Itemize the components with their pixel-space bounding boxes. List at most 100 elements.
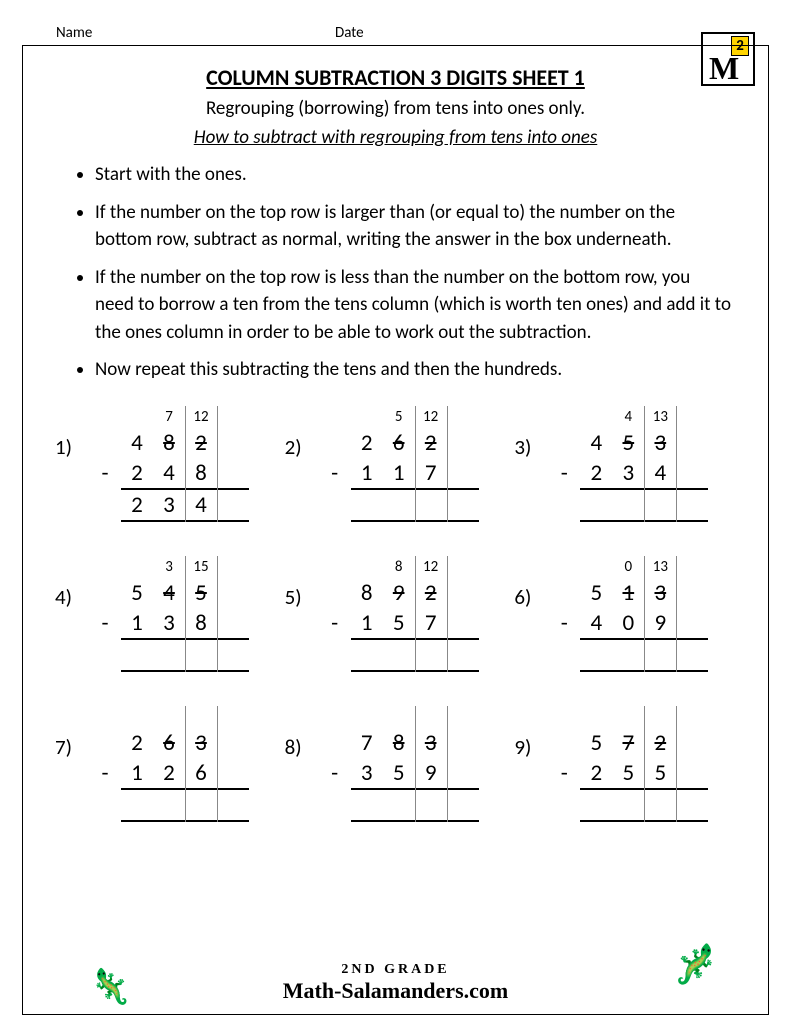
problem: 5)812892-157 (285, 556, 507, 684)
problem: 1)712482-248234 (55, 406, 277, 534)
digit-cell: 2 (580, 758, 612, 788)
digit-cell (415, 790, 447, 820)
digit-cell: 8 (153, 428, 185, 458)
digit-cell: - (319, 458, 351, 488)
digit-cell: 9 (415, 758, 447, 788)
problems-grid: 1)712482-2482342)512262-1173)413453-2344… (51, 406, 740, 834)
column-subtraction: 783-359 (319, 706, 479, 822)
digit-cell: 13 (644, 406, 676, 428)
digit-cell (383, 490, 415, 520)
digit-cell: 9 (383, 578, 415, 608)
digit-cell (351, 640, 383, 670)
carryrow-row: 413 (548, 406, 708, 428)
problem-number: 6) (514, 556, 548, 610)
column-divider (217, 556, 218, 672)
digit-cell (644, 790, 676, 820)
carryrow-row (319, 706, 479, 728)
digit-cell: - (548, 458, 580, 488)
digit-cell (121, 406, 153, 428)
problem-number: 4) (55, 556, 89, 610)
digit-cell (319, 640, 351, 670)
problem: 2)512262-117 (285, 406, 507, 534)
mainrow-row: -248 (89, 458, 249, 488)
digit-cell (153, 790, 185, 820)
digit-cell (644, 490, 676, 520)
problem-number: 3) (514, 406, 548, 460)
digit-cell (548, 490, 580, 520)
mainrow-row: 892 (319, 578, 479, 608)
column-subtraction: 712482-248234 (89, 406, 249, 522)
digit-cell (185, 790, 217, 820)
digit-cell: 8 (185, 608, 217, 638)
digit-cell: 4 (580, 428, 612, 458)
digit-cell (121, 790, 153, 820)
digit-cell (89, 640, 121, 670)
digit-cell (580, 790, 612, 820)
digit-cell: 2 (121, 458, 153, 488)
mainrow-row: 545 (89, 578, 249, 608)
instruction-item: Now repeat this subtracting the tens and… (95, 356, 740, 384)
digit-cell (153, 640, 185, 670)
digit-cell (351, 490, 383, 520)
digit-cell (89, 556, 121, 578)
digit-cell: 4 (121, 428, 153, 458)
instruction-item: Start with the ones. (95, 161, 740, 189)
problem: 3)413453-234 (514, 406, 736, 534)
digit-cell (644, 640, 676, 670)
ansrow-row (548, 490, 708, 520)
digit-cell (548, 428, 580, 458)
digit-cell (580, 490, 612, 520)
digit-cell: 5 (644, 758, 676, 788)
digit-cell (548, 640, 580, 670)
digit-cell: - (89, 758, 121, 788)
digit-cell: 8 (185, 458, 217, 488)
ansrow-row (548, 790, 708, 820)
carryrow-row: 812 (319, 556, 479, 578)
digit-cell: 2 (644, 728, 676, 758)
ansrow-row: 234 (89, 490, 249, 520)
digit-cell (548, 706, 580, 728)
carryrow-row: 315 (89, 556, 249, 578)
column-divider (217, 706, 218, 822)
mainrow-row: 453 (548, 428, 708, 458)
digit-cell: 9 (644, 608, 676, 638)
digit-cell (415, 490, 447, 520)
problem: 6)013513-409 (514, 556, 736, 684)
digit-cell: 12 (185, 406, 217, 428)
worksheet-page: COLUMN SUBTRACTION 3 DIGITS SHEET 1 Regr… (22, 45, 769, 1015)
ansrow-row (319, 790, 479, 820)
digit-cell: 4 (185, 490, 217, 520)
column-subtraction: 512262-117 (319, 406, 479, 522)
digit-cell: 5 (580, 728, 612, 758)
digit-cell: 4 (153, 578, 185, 608)
instructions-list: Start with the ones. If the number on th… (95, 161, 740, 384)
problem: 8)783-359 (285, 706, 507, 834)
page-subtitle: Regrouping (borrowing) from tens into on… (51, 97, 740, 120)
digit-cell: 2 (580, 458, 612, 488)
digit-cell (121, 640, 153, 670)
digit-cell (319, 490, 351, 520)
digit-cell (319, 428, 351, 458)
digit-cell: 5 (121, 578, 153, 608)
ansrow-row (319, 490, 479, 520)
digit-cell: 2 (185, 428, 217, 458)
problem-number: 9) (514, 706, 548, 760)
digit-cell: 6 (153, 728, 185, 758)
digit-cell (612, 790, 644, 820)
mainrow-row: -234 (548, 458, 708, 488)
mainrow-row: -157 (319, 608, 479, 638)
digit-cell: 2 (121, 490, 153, 520)
digit-cell: 5 (185, 578, 217, 608)
mainrow-row: 263 (89, 728, 249, 758)
digit-cell (548, 578, 580, 608)
mainrow-row: 783 (319, 728, 479, 758)
column-subtraction: 812892-157 (319, 556, 479, 672)
digit-cell: 7 (153, 406, 185, 428)
digit-cell (319, 790, 351, 820)
digit-cell: 6 (383, 428, 415, 458)
digit-cell: 0 (612, 556, 644, 578)
mainrow-row: 572 (548, 728, 708, 758)
instruction-item: If the number on the top row is less tha… (95, 264, 740, 347)
digit-cell (351, 706, 383, 728)
digit-cell (89, 578, 121, 608)
